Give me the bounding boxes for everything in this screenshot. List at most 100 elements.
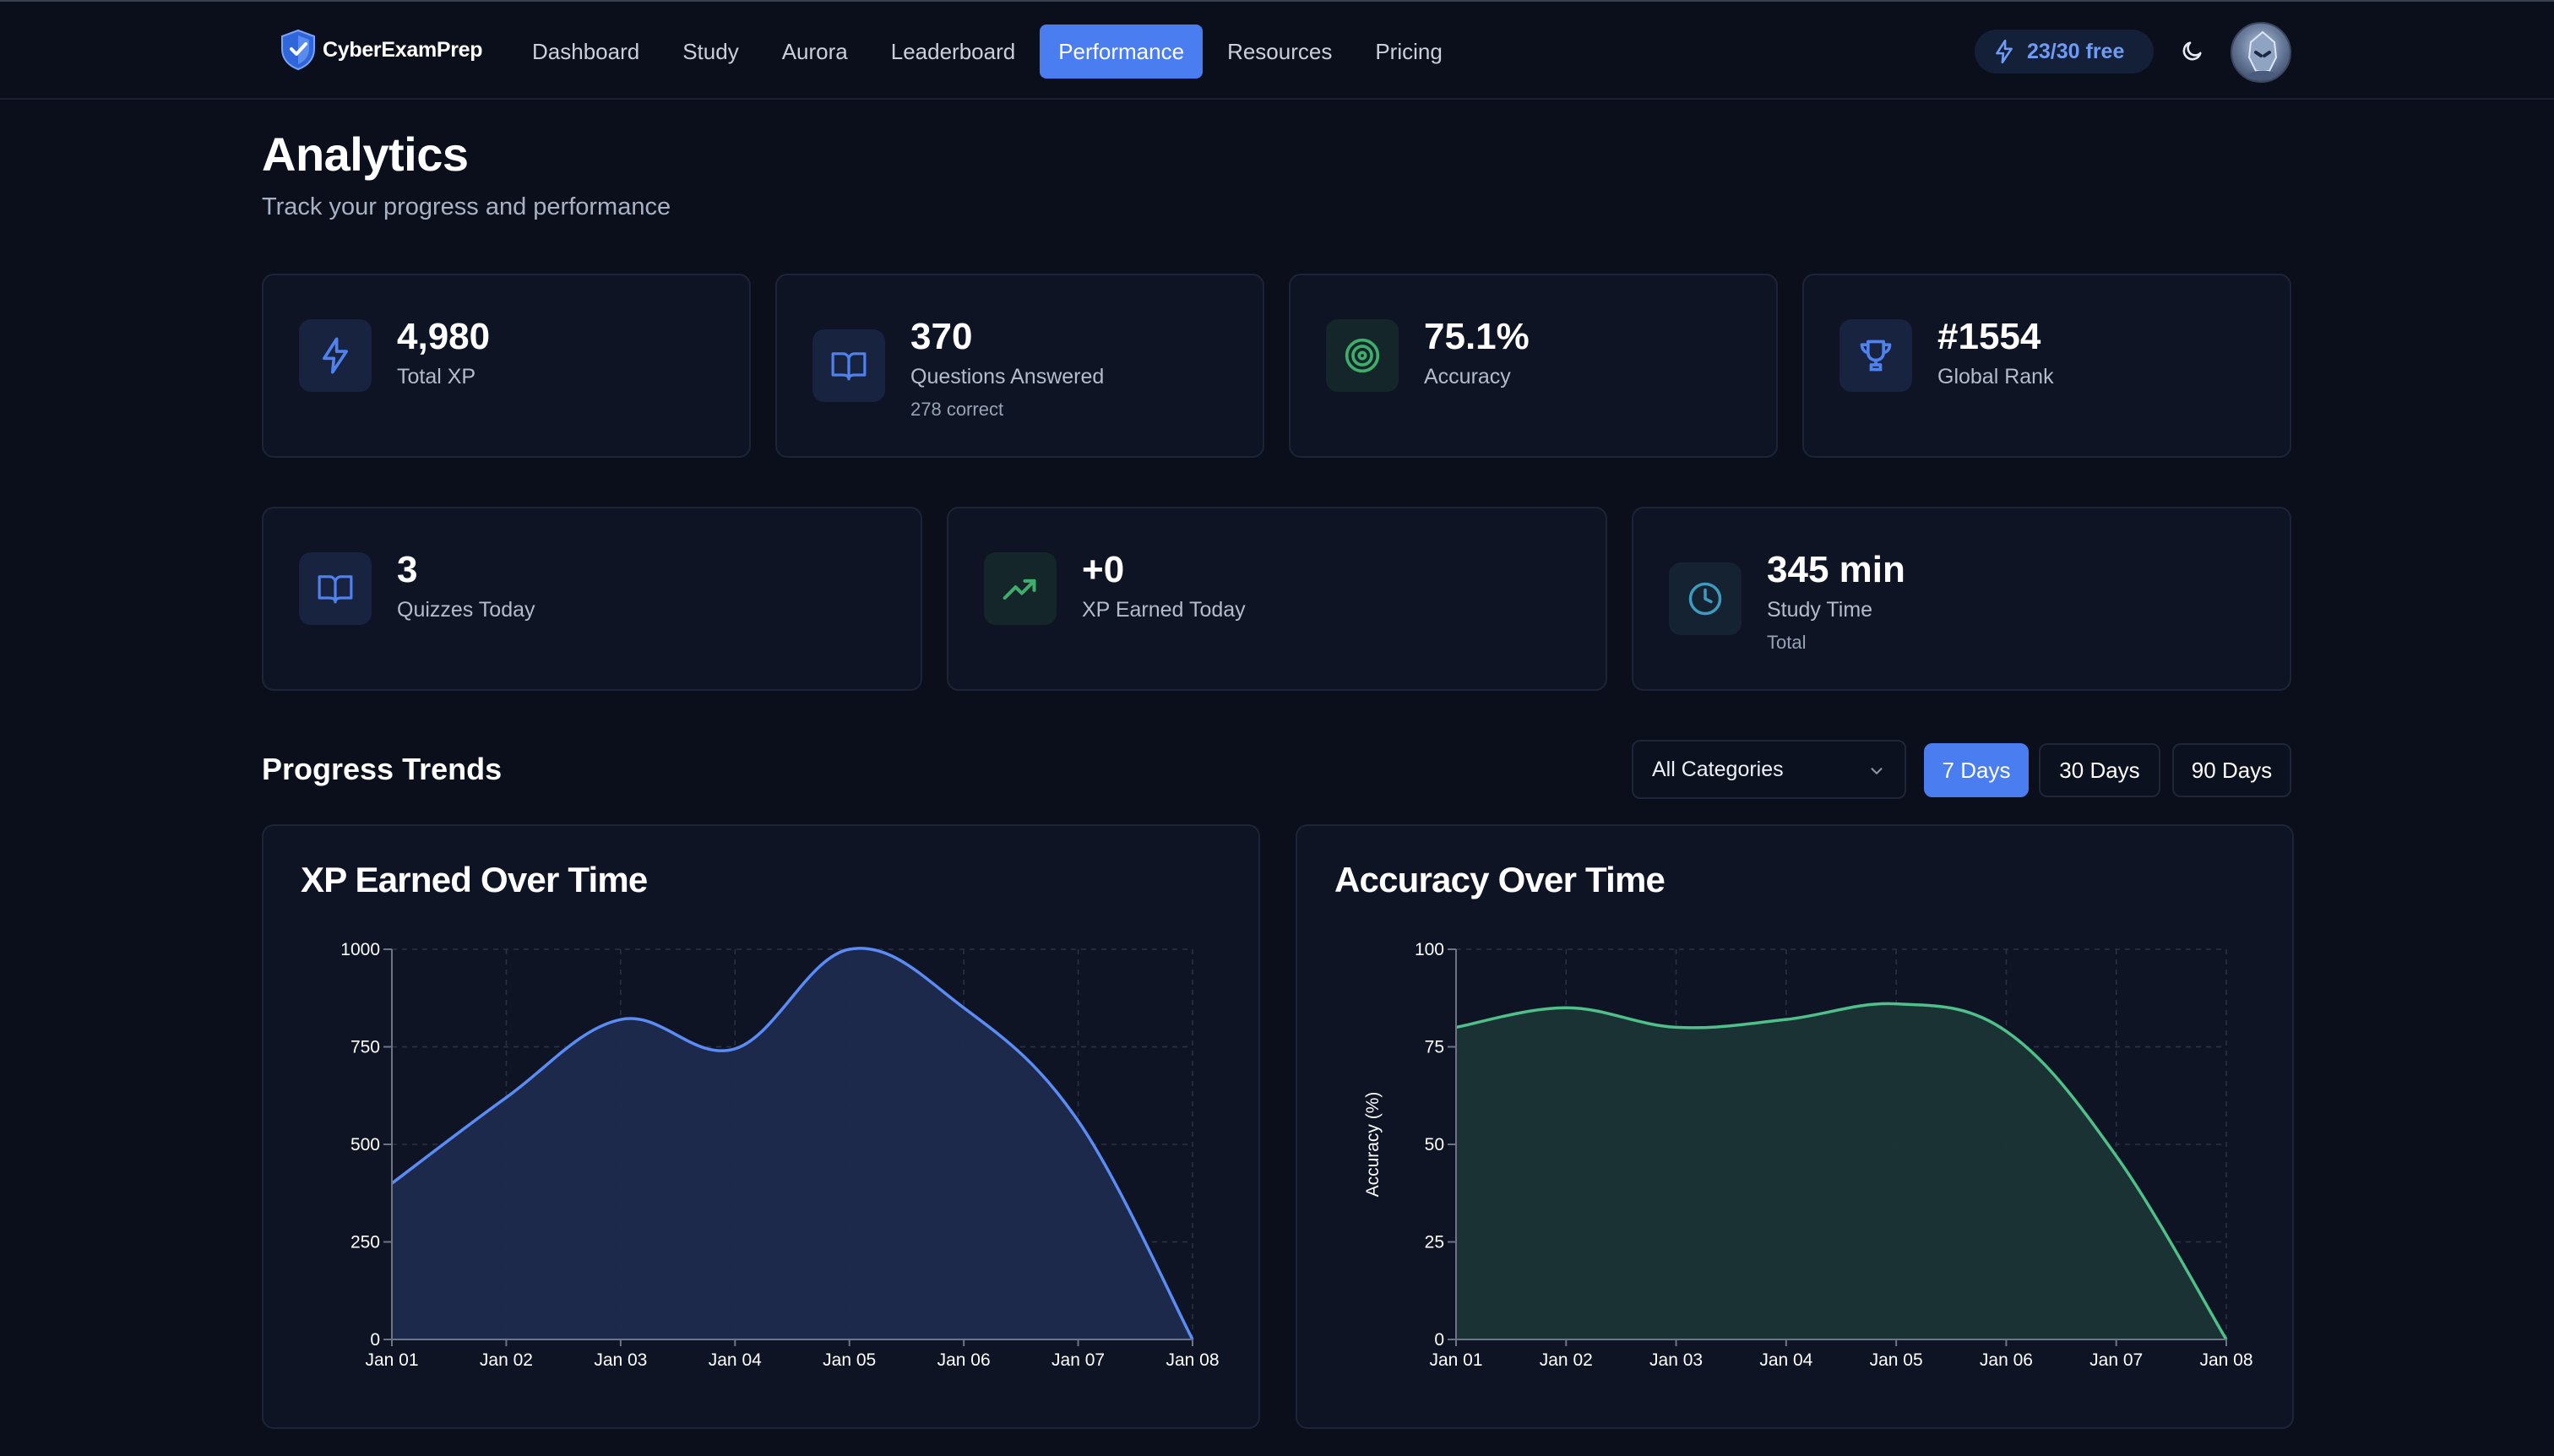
x-tick-label: Jan 02 <box>480 1350 533 1370</box>
x-tick-label: Jan 07 <box>2089 1350 2143 1370</box>
accuracy-line <box>1455 1002 2228 1340</box>
y-tick-label: 25 <box>1425 1233 1444 1252</box>
range-30-days-button[interactable]: 30 Days <box>2039 743 2160 797</box>
stat-detail: Total <box>1767 632 1807 653</box>
page-title: Analytics <box>262 128 469 181</box>
stat-icon-container <box>299 552 372 625</box>
stat-value: 75.1% <box>1424 316 1530 357</box>
range-7-days-button[interactable]: 7 Days <box>1924 743 2029 797</box>
y-tick-label: 750 <box>350 1038 380 1057</box>
stat-card-total-xp: 4,980 Total XP <box>262 274 751 458</box>
stat-value: +0 <box>1082 549 1125 590</box>
brand-logo[interactable]: CyberExamPrep <box>279 27 483 73</box>
y-tick-label: 0 <box>370 1330 380 1350</box>
brand-name: CyberExamPrep <box>323 37 483 62</box>
y-tick-label: 0 <box>1434 1330 1444 1350</box>
moon-icon <box>2182 41 2202 61</box>
trophy-icon <box>1860 340 1892 372</box>
y-tick-label: 100 <box>1415 940 1444 959</box>
accuracy-chart-card: Accuracy Over Time 0 25 50 75 100 Jan 01 Jan 0… <box>1296 824 2294 1429</box>
x-tick-label: Jan 04 <box>1759 1350 1812 1370</box>
theme-toggle-button[interactable] <box>2176 34 2209 68</box>
stat-card-xp-today: +0 XP Earned Today <box>947 507 1607 691</box>
xp-line <box>390 947 1194 1340</box>
stat-card-global-rank: #1554 Global Rank <box>1802 274 2291 458</box>
range-90-days-button[interactable]: 90 Days <box>2172 743 2291 797</box>
stat-label: Accuracy <box>1424 365 1511 388</box>
nav-links: Dashboard Study Aurora Leaderboard Perfo… <box>514 24 1467 79</box>
chart-title: Accuracy Over Time <box>1334 860 1666 899</box>
category-select-value: All Categories <box>1652 757 1784 781</box>
stat-detail: 278 correct <box>910 399 1004 420</box>
stat-value: 345 min <box>1767 549 1905 590</box>
stat-card-accuracy: 75.1% Accuracy <box>1289 274 1778 458</box>
nav-resources[interactable]: Resources <box>1227 39 1333 64</box>
nav-performance[interactable]: Performance <box>1040 24 1204 79</box>
stat-label: Questions Answered <box>910 365 1105 388</box>
nav-study[interactable]: Study <box>682 39 739 64</box>
chevron-down-icon <box>1871 768 1883 774</box>
chart-title: XP Earned Over Time <box>301 860 648 899</box>
nav-pricing[interactable]: Pricing <box>1375 39 1443 64</box>
section-title-progress-trends: Progress Trends <box>262 752 503 786</box>
x-tick-label: Jan 03 <box>1649 1350 1703 1370</box>
x-tick-label: Jan 04 <box>709 1350 762 1370</box>
trending-up-icon <box>1003 579 1036 600</box>
accuracy-chart: 0 25 50 75 100 Jan 01 Jan 02 Jan 03 Jan 04 Jan 05… <box>1363 940 2253 1370</box>
page-subtitle: Track your progress and performance <box>262 193 671 220</box>
nav-leaderboard[interactable]: Leaderboard <box>890 39 1016 64</box>
top-navigation: CyberExamPrep Dashboard Study Aurora Lea… <box>0 0 2554 100</box>
stat-label: Total XP <box>397 365 476 388</box>
stat-icon-container <box>1326 319 1399 392</box>
y-tick-label: 250 <box>350 1233 380 1252</box>
stat-card-quizzes-today: 3 Quizzes Today <box>262 507 922 691</box>
target-icon <box>1345 338 1380 373</box>
stat-value: #1554 <box>1937 316 2041 357</box>
stat-icon-container <box>984 552 1057 625</box>
x-tick-label: Jan 02 <box>1540 1350 1593 1370</box>
nav-dashboard[interactable]: Dashboard <box>532 39 640 64</box>
stat-card-study-time: 345 min Study Time Total <box>1632 507 2291 691</box>
stat-value: 370 <box>910 316 973 357</box>
nav-aurora[interactable]: Aurora <box>781 39 848 64</box>
xp-chart-card: XP Earned Over Time 0 250 500 750 1000 Jan 01… <box>262 824 1260 1429</box>
stat-icon-container <box>1839 319 1912 392</box>
y-tick-label: 50 <box>1425 1135 1444 1154</box>
stat-icon-container <box>812 329 885 402</box>
shield-icon <box>281 29 315 71</box>
stat-label: Global Rank <box>1937 365 2054 388</box>
x-tick-label: Jan 06 <box>1980 1350 2033 1370</box>
y-tick-label: 1000 <box>340 940 380 959</box>
stat-icon-container <box>299 319 372 392</box>
y-tick-label: 500 <box>350 1135 380 1154</box>
x-tick-label: Jan 08 <box>2199 1350 2252 1370</box>
clock-icon <box>1688 582 1722 616</box>
x-tick-label: Jan 05 <box>823 1350 876 1370</box>
y-axis-label: Accuracy (%) <box>1363 1092 1383 1198</box>
x-tick-label: Jan 07 <box>1051 1350 1105 1370</box>
lightning-icon <box>323 337 348 374</box>
x-tick-label: Jan 08 <box>1166 1350 1219 1370</box>
x-tick-label: Jan 06 <box>937 1350 991 1370</box>
accuracy-area <box>1456 1003 2226 1339</box>
book-icon <box>318 575 353 604</box>
stat-label: Quizzes Today <box>397 598 535 622</box>
stat-value: 4,980 <box>397 316 491 357</box>
stat-card-questions: 370 Questions Answered 278 correct <box>775 274 1264 458</box>
xp-area <box>392 948 1193 1339</box>
avatar[interactable] <box>2231 22 2291 83</box>
x-tick-label: Jan 03 <box>594 1350 647 1370</box>
x-tick-label: Jan 01 <box>1429 1350 1482 1370</box>
credits-badge[interactable]: 23/30 free <box>1975 30 2154 73</box>
avatar-image <box>2244 30 2281 79</box>
credits-text: 23/30 free <box>2027 39 2125 63</box>
x-tick-label: Jan 01 <box>365 1350 418 1370</box>
lightning-icon <box>1996 39 2013 64</box>
book-icon <box>831 352 867 381</box>
stat-icon-container <box>1669 562 1742 635</box>
stat-value: 3 <box>397 549 418 590</box>
xp-chart: 0 250 500 750 1000 Jan 01 Jan 02 Jan 03 Jan 04 Ja… <box>340 940 1219 1370</box>
category-select[interactable]: All Categories <box>1632 740 1906 799</box>
stat-label: Study Time <box>1767 598 1873 622</box>
y-tick-label: 75 <box>1425 1038 1444 1057</box>
